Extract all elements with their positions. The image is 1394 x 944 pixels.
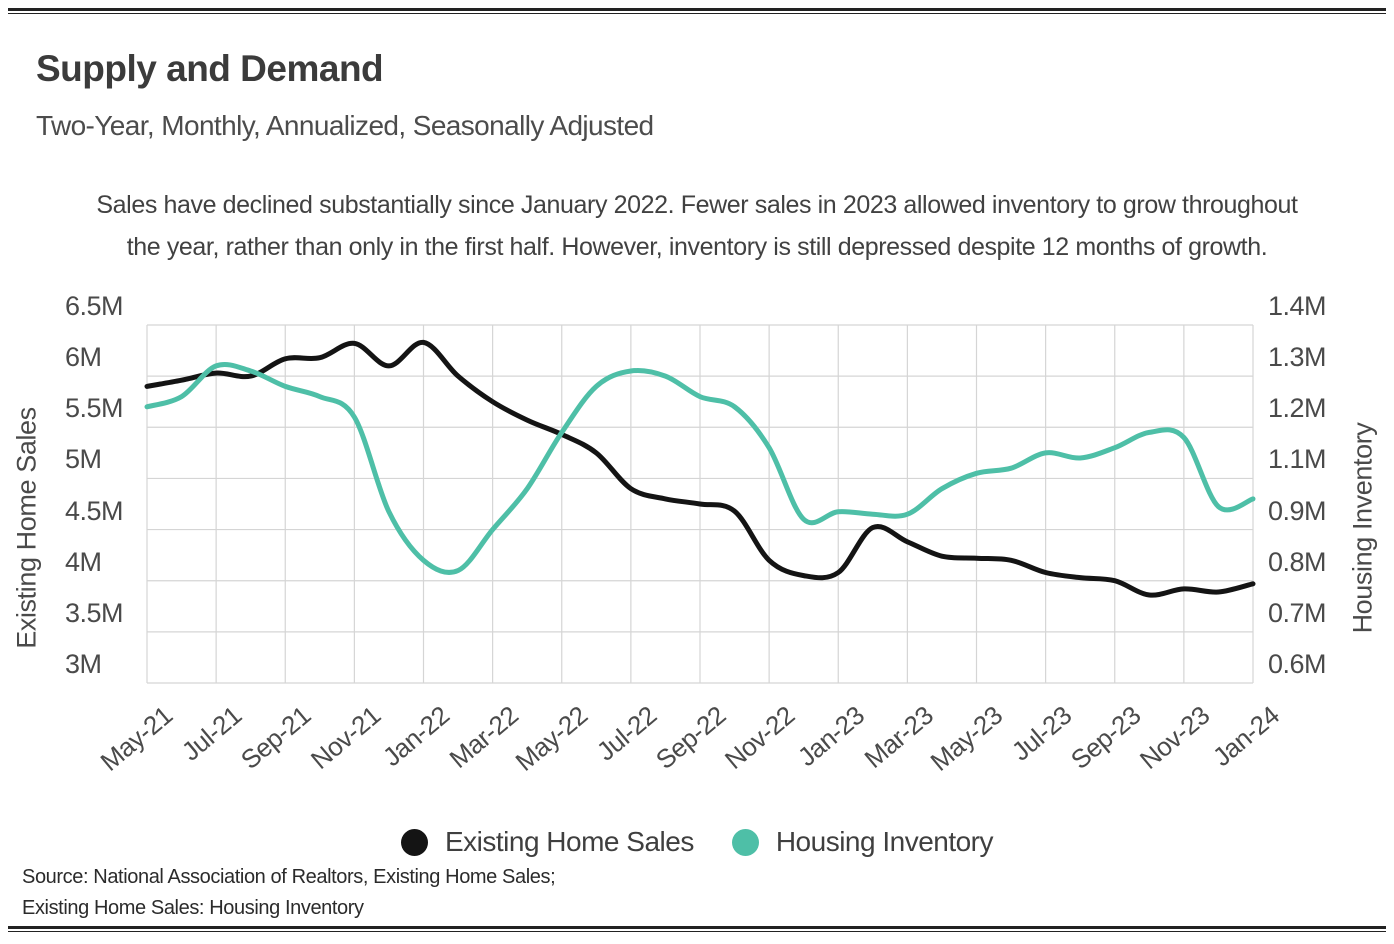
x-axis-tick-label: Jul-23 <box>1005 700 1077 767</box>
left-axis-tick-label: 5.5M <box>65 393 124 424</box>
inventory-line <box>144 361 1256 575</box>
chart-plot-area <box>144 324 1256 684</box>
right-axis-tick-label: 1.4M <box>1268 291 1327 321</box>
chart-legend: Existing Home Sales Housing Inventory <box>0 822 1394 862</box>
x-axis-tick-label: Sep-22 <box>650 700 732 775</box>
left-axis-title: Existing Home Sales <box>11 407 42 649</box>
x-axis-tick-label: Nov-21 <box>304 700 386 775</box>
x-axis-tick-label: Sep-23 <box>1064 700 1147 775</box>
right-axis-tick-label: 0.8M <box>1268 546 1327 577</box>
right-axis-tick-label: 1.1M <box>1268 444 1327 475</box>
left-axis-tick-label: 4M <box>65 546 102 577</box>
x-axis-tick-label: Mar-23 <box>858 700 939 774</box>
x-axis-tick-label: Jan-22 <box>376 700 455 773</box>
x-axis-tick-label: Sep-21 <box>235 700 317 775</box>
right-axis-tick-label: 0.6M <box>1268 649 1327 679</box>
right-axis-tick-label: 0.7M <box>1268 597 1327 628</box>
x-axis-tick-label: May-22 <box>509 700 594 777</box>
x-axis-tick-label: Mar-22 <box>443 700 524 774</box>
annotation-line-1: Sales have declined substantially since … <box>96 191 1298 219</box>
x-axis-tick-label: Jul-21 <box>176 700 248 767</box>
right-axis-tick-label: 1.2M <box>1268 393 1327 424</box>
left-axis-tick-label: 4.5M <box>65 495 124 526</box>
x-axis-tick-label: Jul-22 <box>590 700 663 767</box>
x-axis-tick-label: May-21 <box>94 700 179 777</box>
left-axis-tick-label: 3.5M <box>65 597 124 628</box>
source-line-1: Source: National Association of Realtors… <box>22 866 556 888</box>
source-line-2: Existing Home Sales: Housing Inventory <box>22 897 364 919</box>
chart-annotation: Sales have declined substantially since … <box>40 184 1354 268</box>
bottom-rule <box>8 926 1386 932</box>
inventory-legend-label: Housing Inventory <box>775 826 994 857</box>
annotation-line-2: the year, rather than only in the first … <box>126 233 1268 261</box>
left-axis-tick-label: 6M <box>65 342 102 373</box>
sales-legend-label: Existing Home Sales <box>444 826 694 857</box>
x-axis-tick-label: Jan-23 <box>791 700 870 773</box>
right-axis-tick-label: 0.9M <box>1268 495 1327 526</box>
left-axis-tick-label: 6.5M <box>65 291 124 321</box>
right-axis-tick-label: 1.3M <box>1268 342 1327 373</box>
inventory-legend-dot-icon <box>731 828 759 856</box>
x-axis-tick-label: Nov-23 <box>1133 700 1216 775</box>
legend-item-inventory: Housing Inventory <box>731 826 994 858</box>
legend-item-sales: Existing Home Sales <box>400 826 694 858</box>
chart-subtitle: Two-Year, Monthly, Annualized, Seasonall… <box>36 110 654 141</box>
sales-line <box>144 339 1256 598</box>
sales-legend-dot-icon <box>400 828 428 856</box>
right-axis-title: Housing Inventory <box>1347 422 1378 634</box>
top-rule <box>8 8 1386 14</box>
x-axis-tick-label: May-23 <box>924 700 1008 777</box>
x-axis-tick-label: Nov-22 <box>719 700 801 775</box>
left-axis-tick-label: 5M <box>65 444 102 475</box>
chart-title: Supply and Demand <box>36 48 384 89</box>
left-axis-tick-label: 3M <box>65 649 102 679</box>
x-axis-tick-label: Jan-24 <box>1206 700 1285 773</box>
